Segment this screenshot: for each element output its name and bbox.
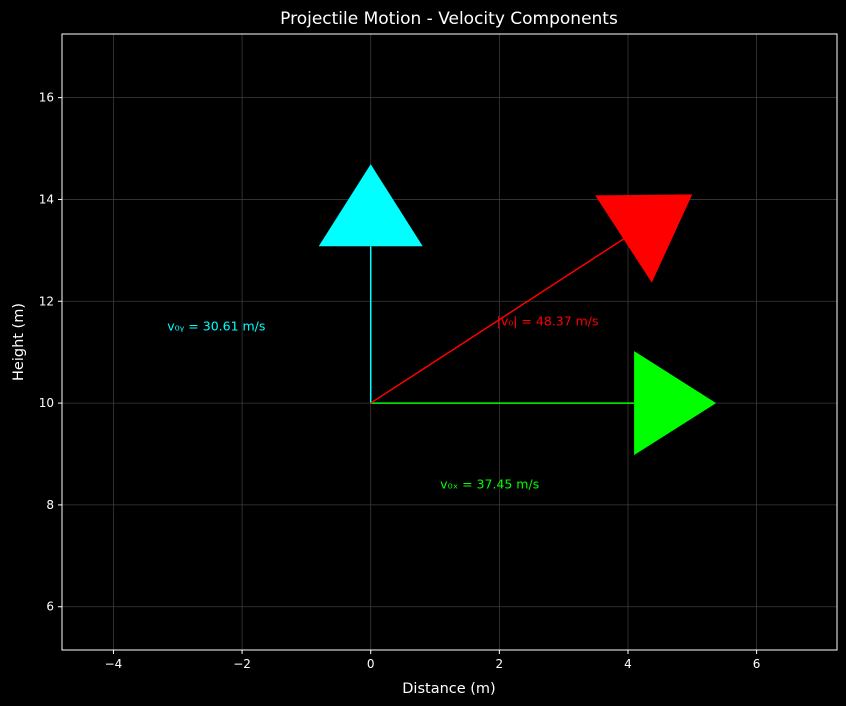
arrow-head-v0: [595, 194, 693, 283]
chart-title: Projectile Motion - Velocity Components: [280, 9, 618, 29]
y-tick-label: 16: [39, 91, 54, 105]
y-tick-label: 6: [46, 600, 54, 614]
y-tick-label: 12: [39, 294, 54, 308]
x-tick-label: −4: [105, 657, 123, 671]
y-axis-label: Height (m): [11, 303, 27, 381]
annotation-v0x: v₀ₓ = 37.45 m/s: [440, 477, 539, 492]
y-tick-label: 10: [39, 396, 54, 410]
arrow-head-v0x: [634, 351, 717, 456]
x-tick-label: 4: [624, 657, 632, 671]
annotations: v₀ᵧ = 30.61 m/s v₀ₓ = 37.45 m/s |v₀| = 48.…: [167, 314, 598, 492]
x-tick-label: −2: [233, 657, 251, 671]
grid: [62, 34, 837, 650]
y-tick-label: 8: [46, 498, 54, 512]
ticks: −4 −2 0 2 4 6 6 8 10 12 14 16: [39, 91, 761, 671]
plot-frame: [61, 33, 838, 651]
x-tick-label: 0: [367, 657, 375, 671]
arrow-head-v0y: [318, 164, 423, 247]
arrows: [318, 164, 717, 456]
arrow-shaft-v0: [370, 238, 624, 404]
annotation-v0y: v₀ᵧ = 30.61 m/s: [167, 319, 265, 334]
x-axis-label: Distance (m): [402, 681, 495, 697]
x-tick-label: 6: [753, 657, 761, 671]
annotation-v0: |v₀| = 48.37 m/s: [497, 314, 599, 329]
y-tick-label: 14: [39, 192, 54, 206]
x-tick-label: 2: [496, 657, 504, 671]
